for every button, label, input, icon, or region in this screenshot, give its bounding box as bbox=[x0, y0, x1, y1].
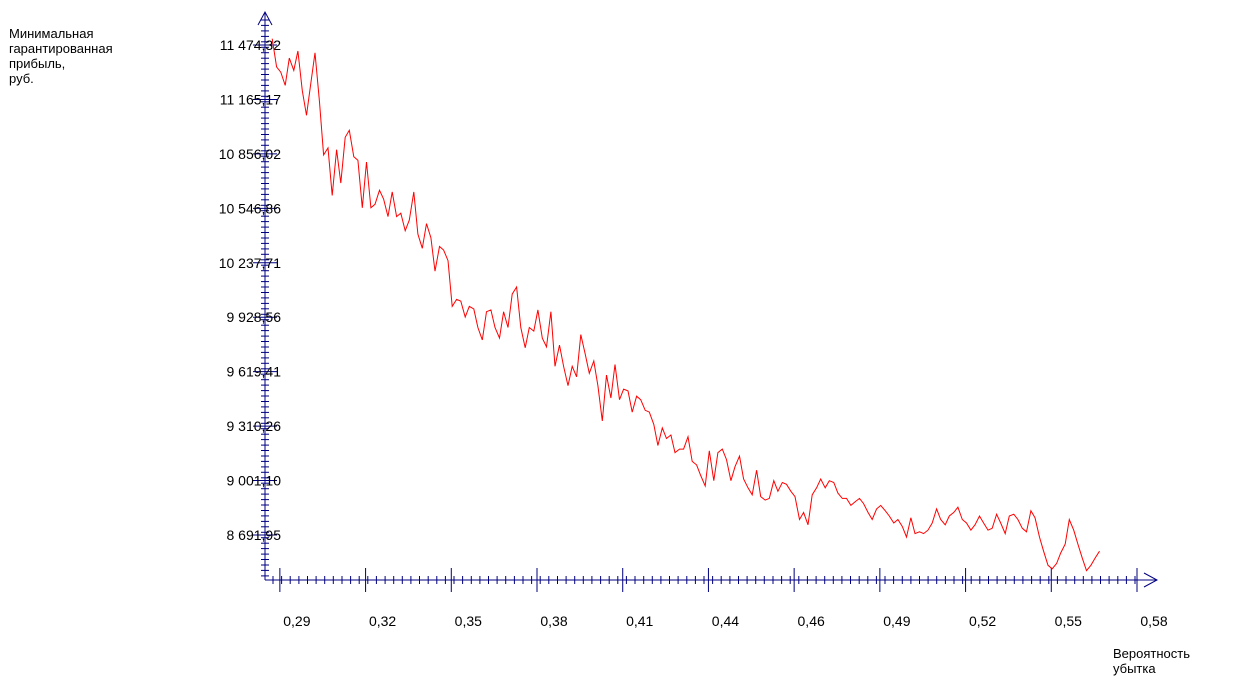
series-line bbox=[271, 38, 1100, 572]
x-tick-label: 0,46 bbox=[798, 613, 825, 629]
x-tick-label: 0,41 bbox=[626, 613, 653, 629]
x-tick-label: 0,49 bbox=[883, 613, 910, 629]
y-axis-label: Минимальная гарантированная прибыль, руб… bbox=[9, 26, 113, 86]
y-tick-label: 11 165,17 bbox=[220, 91, 281, 107]
x-axis-label: Вероятность убытка bbox=[1113, 646, 1190, 676]
y-tick-label: 9 928,56 bbox=[227, 309, 282, 325]
x-tick-label: 0,44 bbox=[712, 613, 739, 629]
y-tick-label: 9 619,41 bbox=[227, 364, 282, 380]
y-axis-arrow bbox=[257, 10, 273, 26]
x-tick-label: 0,52 bbox=[969, 613, 996, 629]
y-tick-label: 10 856,02 bbox=[219, 146, 281, 162]
x-tick-label: 0,38 bbox=[540, 613, 567, 629]
y-tick-label: 9 310,26 bbox=[227, 418, 282, 434]
y-tick-label: 8 691,95 bbox=[227, 527, 282, 543]
x-tick-label: 0,55 bbox=[1055, 613, 1082, 629]
y-axis-ticks: 11 474,32 11 165,17 10 856,02 10 546,86 10 2… bbox=[219, 37, 282, 543]
y-tick-label: 11 474,32 bbox=[220, 37, 281, 53]
x-tick-label: 0,58 bbox=[1140, 613, 1167, 629]
x-tick-label: 0,29 bbox=[283, 613, 310, 629]
y-tick-label: 9 001,10 bbox=[227, 473, 282, 489]
y-tick-label: 10 237,71 bbox=[219, 255, 281, 271]
x-tick-label: 0,32 bbox=[369, 613, 396, 629]
x-tick-label: 0,35 bbox=[455, 613, 482, 629]
y-tick-label: 10 546,86 bbox=[219, 200, 281, 216]
x-axis-ticks: 0,29 0,32 0,35 0,38 0,41 0,44 0,46 0,49 0,52 0,55… bbox=[279, 568, 1168, 629]
series-group bbox=[271, 38, 1100, 572]
x-axis-arrow bbox=[1143, 572, 1159, 588]
axes bbox=[257, 10, 1159, 588]
